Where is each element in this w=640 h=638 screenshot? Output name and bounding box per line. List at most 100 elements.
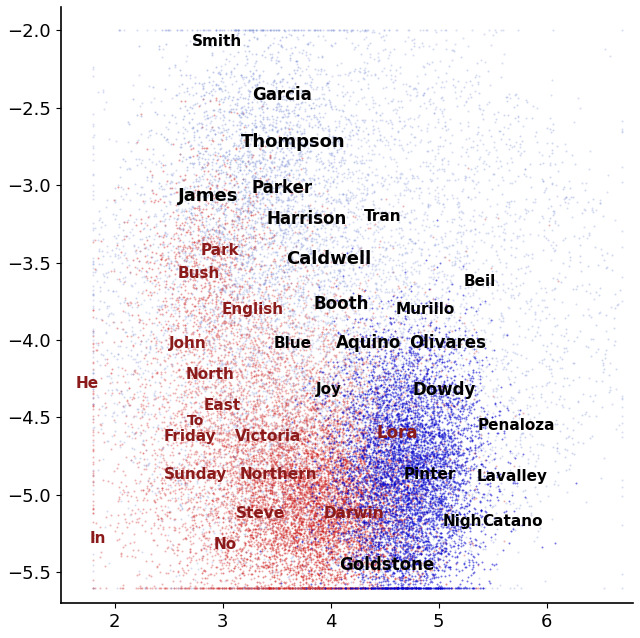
Point [193, 262, 203, 272]
Point [376, 513, 386, 523]
Point [307, 581, 317, 591]
Point [234, 435, 244, 445]
Point [441, 538, 451, 548]
Point [367, 364, 378, 375]
Point [202, 335, 212, 345]
Point [321, 461, 332, 471]
Point [385, 553, 395, 563]
Point [244, 582, 255, 593]
Point [276, 471, 287, 482]
Point [291, 459, 301, 470]
Point [347, 528, 357, 538]
Point [298, 210, 308, 220]
Point [370, 478, 380, 488]
Point [329, 543, 339, 553]
Point [290, 532, 300, 542]
Point [436, 500, 447, 510]
Point [368, 308, 378, 318]
Point [402, 468, 412, 478]
Point [436, 474, 447, 484]
Point [387, 420, 397, 430]
Point [154, 280, 164, 290]
Point [483, 282, 493, 292]
Point [280, 498, 290, 508]
Point [297, 454, 307, 464]
Point [88, 375, 98, 385]
Point [436, 549, 446, 560]
Point [564, 176, 575, 186]
Point [403, 468, 413, 478]
Point [163, 270, 173, 280]
Point [418, 392, 428, 403]
Point [229, 216, 239, 226]
Point [299, 494, 309, 504]
Point [420, 401, 431, 411]
Point [404, 353, 414, 363]
Point [332, 400, 342, 410]
Point [322, 441, 332, 451]
Point [260, 239, 271, 249]
Point [378, 427, 388, 437]
Point [299, 391, 309, 401]
Point [321, 386, 331, 396]
Point [538, 245, 548, 255]
Point [327, 507, 337, 517]
Point [329, 528, 339, 538]
Point [230, 209, 241, 219]
Point [342, 394, 352, 404]
Point [425, 498, 435, 508]
Point [247, 196, 257, 206]
Point [282, 538, 292, 549]
Point [214, 96, 224, 106]
Point [351, 397, 361, 408]
Point [282, 470, 292, 480]
Point [381, 494, 392, 505]
Point [98, 87, 108, 97]
Point [234, 452, 244, 463]
Point [200, 200, 210, 210]
Point [218, 419, 228, 429]
Point [374, 350, 384, 360]
Point [401, 546, 411, 556]
Point [428, 476, 438, 486]
Point [354, 389, 364, 399]
Point [183, 339, 193, 350]
Point [136, 399, 146, 410]
Point [131, 293, 141, 303]
Point [305, 175, 316, 186]
Point [361, 315, 371, 325]
Point [604, 385, 614, 395]
Point [284, 360, 294, 370]
Point [222, 433, 232, 443]
Point [267, 542, 277, 552]
Point [402, 420, 412, 431]
Point [452, 495, 462, 505]
Point [406, 413, 416, 424]
Point [116, 336, 127, 346]
Point [406, 235, 416, 246]
Point [250, 516, 260, 526]
Point [400, 493, 410, 503]
Point [376, 477, 387, 487]
Point [389, 154, 399, 165]
Point [386, 488, 396, 498]
Point [414, 434, 424, 445]
Point [260, 582, 270, 593]
Point [259, 406, 269, 416]
Point [281, 95, 291, 105]
Point [408, 424, 419, 434]
Point [333, 489, 343, 500]
Point [320, 479, 330, 489]
Point [351, 248, 361, 258]
Point [407, 553, 417, 563]
Point [315, 239, 325, 249]
Point [436, 357, 447, 367]
Point [224, 566, 234, 576]
Point [276, 346, 287, 357]
Point [367, 427, 378, 437]
Point [507, 142, 517, 152]
Point [328, 539, 338, 549]
Point [461, 339, 471, 350]
Point [201, 308, 211, 318]
Point [415, 454, 426, 464]
